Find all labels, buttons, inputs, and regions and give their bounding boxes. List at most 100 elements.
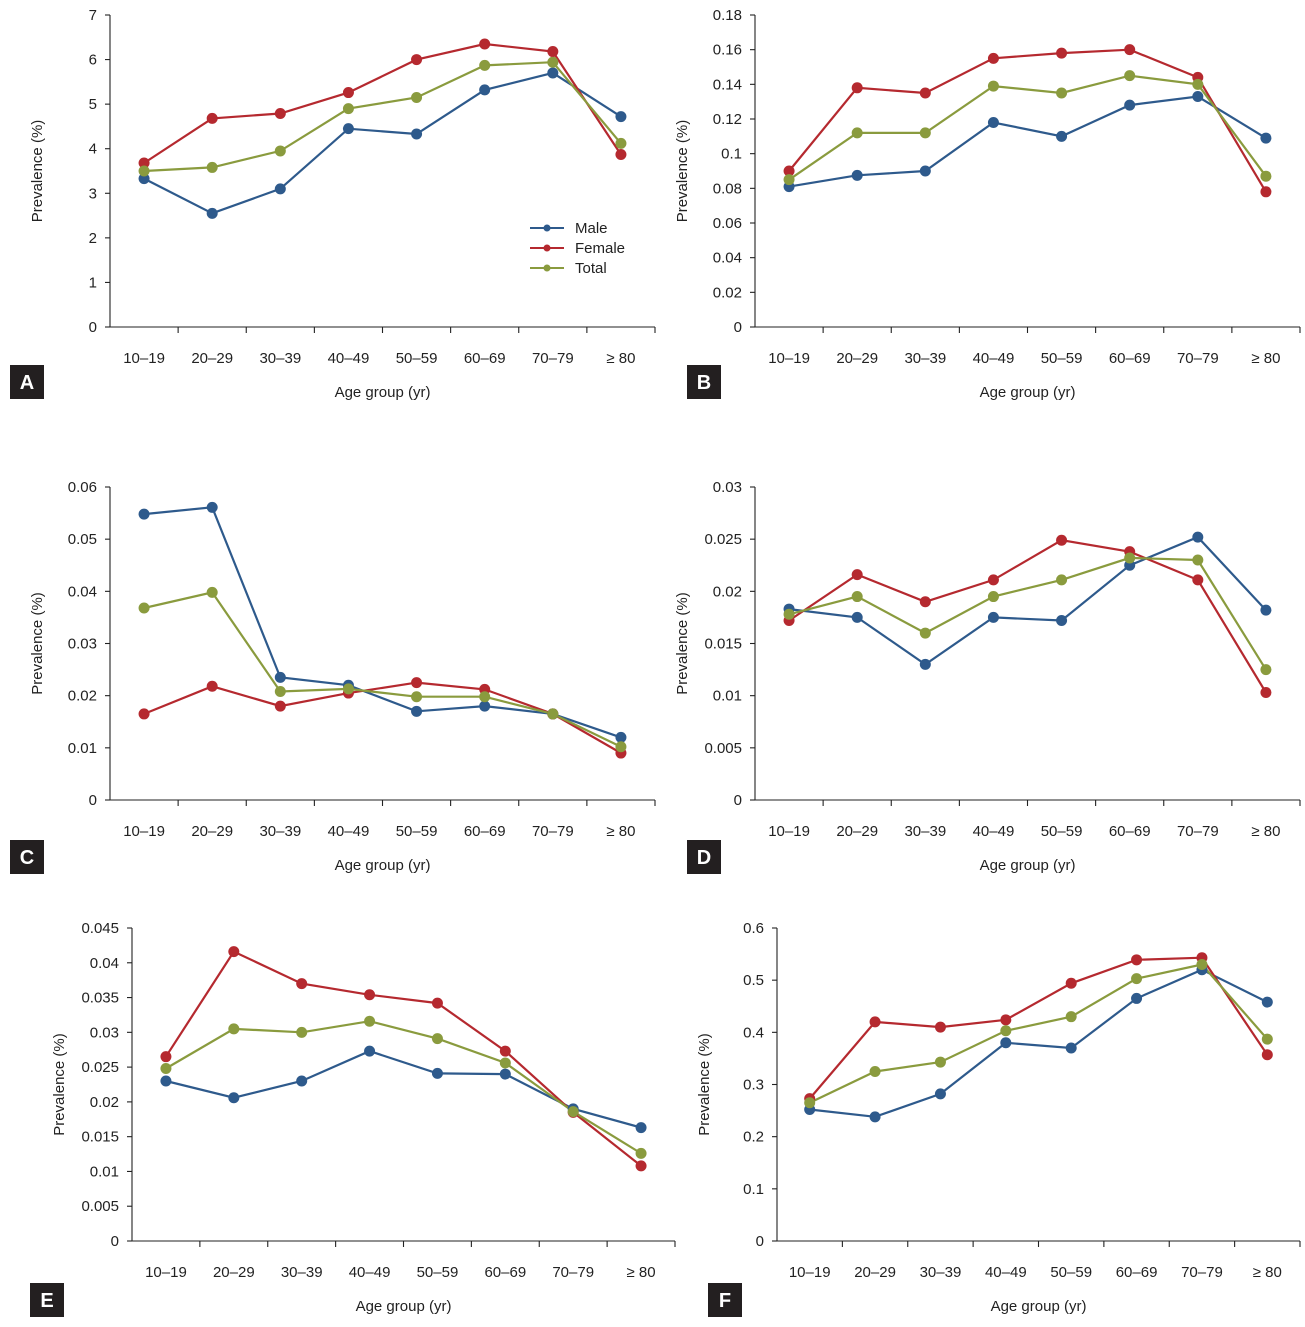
y-tick-label: 0.02 bbox=[90, 1094, 119, 1111]
data-point-total bbox=[1260, 170, 1272, 182]
data-point-female bbox=[160, 1051, 172, 1063]
y-tick-label: 7 bbox=[89, 7, 97, 24]
x-tick-label: 10–19 bbox=[123, 823, 165, 840]
data-point-total bbox=[1065, 1011, 1077, 1023]
data-point-male bbox=[274, 183, 286, 195]
data-point-female bbox=[228, 946, 240, 958]
chart-panel-b: 0 0.02 0.04 0.06 0.08 0.1 0.12 0.14 0.16 0.18 10–1… bbox=[674, 7, 1301, 401]
data-point-male bbox=[919, 165, 931, 177]
data-point-male bbox=[987, 611, 999, 623]
x-tick-label: ≥ 80 bbox=[1251, 823, 1280, 840]
x-tick-label: 10–19 bbox=[789, 1264, 831, 1281]
data-point-male bbox=[1000, 1037, 1012, 1049]
y-tick-label: 0.1 bbox=[743, 1181, 764, 1198]
y-tick-label: 0.03 bbox=[90, 1024, 119, 1041]
x-tick-label: 40–49 bbox=[328, 350, 370, 367]
y-tick-label: 2 bbox=[89, 230, 97, 247]
data-point-male bbox=[342, 123, 354, 135]
x-tick-label: 50–59 bbox=[1050, 1264, 1092, 1281]
data-point-male bbox=[431, 1067, 443, 1079]
x-tick-label: 60–69 bbox=[1109, 823, 1151, 840]
y-tick-label: 0.015 bbox=[704, 636, 742, 653]
data-point-total bbox=[851, 127, 863, 139]
y-tick-label: 0.02 bbox=[713, 284, 742, 301]
y-tick-label: 4 bbox=[89, 141, 97, 158]
panel-label-box bbox=[687, 840, 721, 874]
y-tick-label: 0.02 bbox=[713, 583, 742, 600]
chart-panel-c: 0 0.01 0.02 0.03 0.04 0.05 0.06 10–19 20–29 30–39… bbox=[10, 479, 656, 874]
y-tick-label: 0 bbox=[111, 1233, 119, 1250]
data-point-female bbox=[1056, 534, 1068, 546]
chart-panel-a: 0 1 2 3 4 5 6 7 10–19 20–29 30–39 40–49 50–59 60–69 70… bbox=[10, 7, 656, 401]
data-point-male bbox=[615, 731, 627, 743]
chart-panel-d: 0 0.005 0.01 0.015 0.02 0.025 0.03 10–19 20–29 30… bbox=[674, 479, 1301, 874]
data-point-total bbox=[919, 127, 931, 139]
data-point-total bbox=[1124, 70, 1136, 82]
y-tick-label: 0.08 bbox=[713, 180, 742, 197]
x-tick-label: 10–19 bbox=[123, 350, 165, 367]
x-tick-label: 30–39 bbox=[281, 1264, 323, 1281]
data-point-total bbox=[1260, 664, 1272, 676]
y-tick-label: 0.01 bbox=[713, 688, 742, 705]
y-tick-label: 0.04 bbox=[713, 250, 742, 267]
data-point-total bbox=[342, 103, 354, 115]
x-tick-label: 40–49 bbox=[349, 1264, 391, 1281]
data-point-total bbox=[138, 165, 150, 177]
y-tick-label: 0.01 bbox=[90, 1163, 119, 1180]
series-line-female bbox=[143, 42, 622, 164]
data-point-total bbox=[783, 608, 795, 620]
x-tick-label: 60–69 bbox=[1109, 350, 1151, 367]
data-point-female bbox=[431, 997, 443, 1009]
data-point-female bbox=[783, 165, 795, 177]
series-line-total bbox=[809, 963, 1269, 1104]
y-tick-label: 0.06 bbox=[68, 479, 97, 496]
data-point-female bbox=[206, 112, 218, 124]
x-tick-label: 10–19 bbox=[145, 1264, 187, 1281]
data-point-total bbox=[934, 1056, 946, 1068]
data-point-total bbox=[274, 145, 286, 157]
data-point-total bbox=[547, 708, 559, 720]
x-axis-label: Age group (yr) bbox=[335, 857, 431, 874]
data-point-male bbox=[1056, 615, 1068, 627]
x-tick-label: 70–79 bbox=[532, 823, 574, 840]
y-tick-label: 0.3 bbox=[743, 1077, 764, 1094]
panel-label-text: B bbox=[697, 372, 711, 394]
data-point-female bbox=[138, 708, 150, 720]
panel-label-d: D bbox=[687, 840, 721, 874]
x-tick-label: 60–69 bbox=[464, 823, 506, 840]
x-tick-label: 30–39 bbox=[904, 350, 946, 367]
data-point-male bbox=[1124, 99, 1136, 111]
y-tick-label: 0.05 bbox=[68, 531, 97, 548]
data-point-male bbox=[228, 1092, 240, 1104]
y-tick-label: 0.02 bbox=[68, 688, 97, 705]
data-point-female bbox=[1261, 1049, 1273, 1061]
data-point-total bbox=[567, 1106, 579, 1118]
x-tick-label: 10–19 bbox=[768, 823, 810, 840]
data-point-total bbox=[499, 1057, 511, 1069]
panel-label-c: C bbox=[10, 840, 44, 874]
data-point-male bbox=[479, 700, 491, 712]
y-tick-label: 0 bbox=[734, 792, 742, 809]
y-tick-label: 0.045 bbox=[81, 920, 119, 937]
data-point-total bbox=[342, 683, 354, 695]
legend: Male Female Total bbox=[530, 220, 625, 277]
x-tick-label: 40–49 bbox=[973, 350, 1015, 367]
data-point-female bbox=[919, 596, 931, 608]
panel-label-text: C bbox=[20, 847, 34, 869]
x-axis-label: Age group (yr) bbox=[356, 1298, 452, 1315]
legend-label-female: Female bbox=[575, 240, 625, 257]
legend-label-male: Male bbox=[575, 220, 608, 237]
data-point-female bbox=[364, 989, 376, 1001]
y-tick-label: 0.04 bbox=[68, 583, 97, 600]
x-tick-label: 50–59 bbox=[1041, 350, 1083, 367]
x-axis-label: Age group (yr) bbox=[991, 1298, 1087, 1315]
series-line-female bbox=[788, 539, 1267, 694]
data-point-female bbox=[274, 108, 286, 120]
data-point-male bbox=[1065, 1042, 1077, 1054]
legend-label-total: Total bbox=[575, 260, 607, 277]
y-tick-label: 5 bbox=[89, 96, 97, 113]
data-point-total bbox=[1192, 78, 1204, 90]
data-point-total bbox=[1056, 87, 1068, 99]
data-point-female bbox=[206, 680, 218, 692]
data-point-total bbox=[919, 627, 931, 639]
